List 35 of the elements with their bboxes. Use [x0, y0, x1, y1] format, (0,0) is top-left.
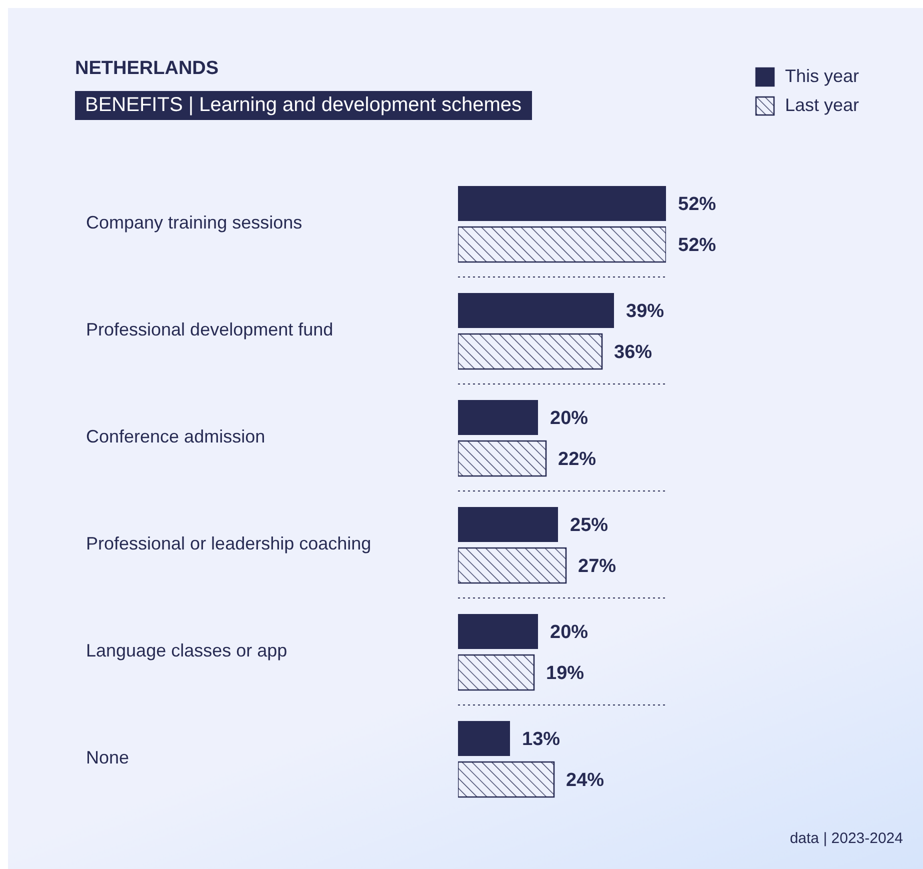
data-label: 36%	[614, 342, 652, 364]
bar	[458, 721, 510, 756]
bar	[458, 654, 535, 691]
bar	[458, 226, 666, 263]
bar	[458, 761, 555, 798]
data-label: 39%	[626, 301, 664, 322]
y-tick-label: Conference admission	[86, 426, 266, 446]
bar	[458, 400, 538, 435]
y-tick-label: Professional or leadership coaching	[86, 534, 372, 554]
y-tick-label: Professional development fund	[86, 320, 334, 340]
text: NETHERLANDS	[75, 58, 219, 80]
y-tick-label: Company training sessions	[86, 212, 302, 232]
bar	[458, 333, 603, 370]
bar	[458, 507, 558, 542]
data-label: 24%	[566, 770, 604, 792]
bar	[458, 186, 666, 221]
data-label: 19%	[546, 663, 584, 684]
data-label: 20%	[550, 622, 588, 644]
data-label: 22%	[558, 449, 596, 470]
chart-subtitle: BENEFITS | Learning and development schemes	[75, 91, 532, 120]
data-label: 52%	[678, 194, 716, 216]
text: data | 2023-2024	[790, 830, 903, 847]
legend-label: This year	[784, 66, 859, 87]
bar	[458, 293, 614, 328]
bar	[458, 440, 547, 477]
text: Last year	[784, 95, 859, 116]
bar	[458, 614, 538, 649]
data-label: 25%	[570, 515, 608, 536]
data-label: 13%	[522, 729, 560, 750]
data-label: 20%	[550, 408, 588, 430]
data-label: 52%	[678, 235, 716, 256]
bar	[458, 547, 567, 584]
y-tick-label: Language classes or app	[86, 640, 288, 660]
data-label: 27%	[578, 556, 616, 578]
y-tick-label: None	[86, 748, 130, 768]
